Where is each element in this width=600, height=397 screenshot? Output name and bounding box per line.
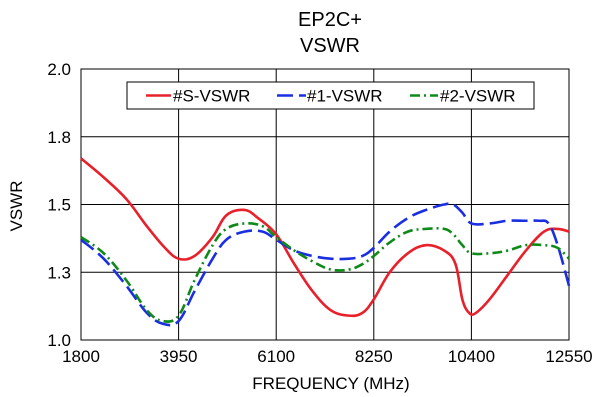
legend-box xyxy=(126,81,535,110)
y-tick-label: 1.8 xyxy=(47,128,71,147)
x-tick-label: 12550 xyxy=(545,347,592,366)
series-line-1 xyxy=(80,157,570,318)
x-tick-label: 10400 xyxy=(448,347,495,366)
x-axis-ticks: 1800 3950 6100 8250 10400 12550 xyxy=(62,347,593,366)
series-layer xyxy=(80,157,571,327)
x-tick-label: 3950 xyxy=(160,347,198,366)
x-tick-label: 6100 xyxy=(257,347,295,366)
y-tick-label: 2.0 xyxy=(47,60,71,79)
y-axis-ticks: 1.0 1.3 1.5 1.8 2.0 xyxy=(47,60,71,350)
y-axis-label: VSWR xyxy=(7,181,26,232)
legend-label: #S-VSWR xyxy=(173,87,250,106)
y-tick-label: 1.5 xyxy=(47,196,71,215)
chart-subtitle: VSWR xyxy=(300,35,360,57)
y-tick-label: 1.0 xyxy=(47,331,71,350)
x-tick-label: 8250 xyxy=(355,347,393,366)
series-line-3 xyxy=(80,222,570,323)
x-axis-label: FREQUENCY (MHz) xyxy=(252,374,409,393)
x-tick-label: 1800 xyxy=(62,347,100,366)
chart-legend: #S-VSWR #1-VSWR #2-VSWR xyxy=(126,81,535,110)
y-tick-label: 1.3 xyxy=(47,263,71,282)
legend-label: #2-VSWR xyxy=(440,87,516,106)
chart-title: EP2C+ xyxy=(298,9,362,31)
legend-label: #1-VSWR xyxy=(307,87,383,106)
series-line-2 xyxy=(80,202,571,327)
plot-area xyxy=(80,68,570,341)
